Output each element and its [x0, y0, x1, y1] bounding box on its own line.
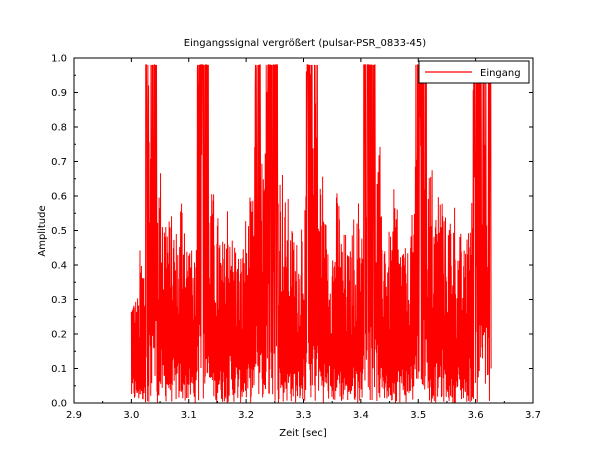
x-tick-label: 3.0	[123, 410, 139, 421]
y-tick-label: 0.6	[51, 192, 67, 203]
chart-title: Eingangssignal vergrößert (pulsar-PSR_08…	[184, 38, 426, 49]
y-axis-label: Amplitude	[37, 205, 48, 256]
x-axis: 2.9 3.0 3.1 3.2 3.3 3.4 3.5 3.6 3.7	[66, 58, 541, 421]
legend-label-eingang: Eingang	[480, 68, 521, 79]
legend: Eingang	[418, 60, 530, 84]
y-tick-label: 0.4	[51, 261, 67, 272]
x-tick-label: 3.5	[410, 410, 426, 421]
y-tick-label: 0.5	[51, 226, 67, 237]
y-axis: 0.0 0.1 0.2 0.3 0.4 0.5 0.6 0.7 0.8 0.9 1.0	[51, 54, 533, 410]
y-tick-label: 0.1	[51, 364, 67, 375]
y-tick-label: 0.0	[51, 399, 67, 410]
legend-box	[418, 60, 530, 84]
series-line-eingang	[130, 64, 492, 403]
x-tick-label: 3.7	[525, 410, 541, 421]
series-layer	[130, 64, 492, 403]
x-tick-label: 3.4	[353, 410, 369, 421]
y-tick-label: 0.9	[51, 88, 67, 99]
y-tick-label: 0.3	[51, 295, 67, 306]
x-tick-label: 3.2	[238, 410, 254, 421]
y-tick-label: 1.0	[51, 54, 67, 65]
x-tick-label: 3.1	[181, 410, 197, 421]
y-tick-label: 0.2	[51, 330, 67, 341]
y-tick-label: 0.7	[51, 157, 67, 168]
x-axis-label: Zeit [sec]	[279, 428, 327, 439]
x-tick-label: 2.9	[66, 410, 82, 421]
x-tick-label: 3.6	[468, 410, 484, 421]
x-tick-label: 3.3	[296, 410, 312, 421]
y-tick-label: 0.8	[51, 123, 67, 134]
